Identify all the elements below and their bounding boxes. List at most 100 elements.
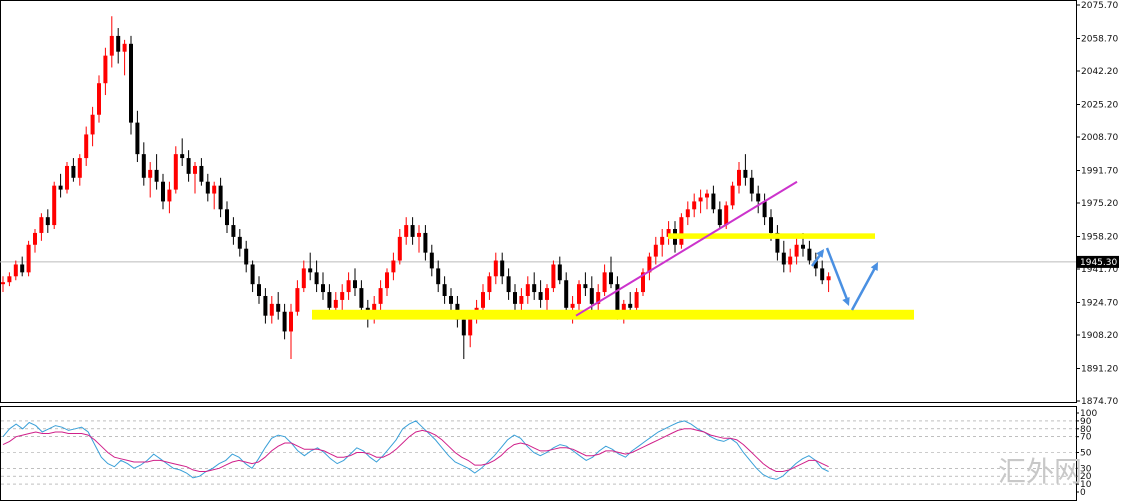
candle-body — [13, 264, 18, 277]
candle-body — [737, 169, 741, 186]
candle-body — [481, 292, 485, 308]
candle-body — [500, 260, 505, 277]
candle-body — [730, 185, 735, 206]
candle-body — [705, 193, 709, 198]
candle-body — [308, 268, 313, 273]
candle-body — [218, 185, 223, 210]
candle-body — [513, 292, 517, 304]
price-tick-label: 1975.20 — [1081, 199, 1118, 209]
candle-body — [557, 264, 562, 281]
oscillator-tick-label: 50 — [1080, 449, 1092, 459]
candle-body — [749, 177, 754, 194]
candle-body — [346, 280, 351, 293]
candle-body — [717, 209, 722, 226]
candle-body — [436, 268, 441, 285]
price-tick-label: 2075.70 — [1081, 1, 1118, 11]
candle-body — [692, 201, 697, 210]
candle-body — [570, 303, 575, 308]
candle-body — [26, 244, 31, 273]
candle-body — [826, 276, 831, 281]
candle-body — [756, 193, 761, 202]
candle-body — [487, 276, 492, 293]
candle-body — [679, 217, 684, 245]
candle-body — [449, 295, 453, 304]
oscillator-slow-line — [2, 428, 829, 472]
candle-body — [154, 169, 159, 182]
candle-body — [45, 217, 50, 226]
candle-body — [180, 154, 185, 159]
candle-body — [551, 264, 556, 289]
candle-body — [39, 217, 44, 233]
candle-body — [199, 165, 204, 182]
candle-body — [141, 154, 146, 178]
candle-body — [423, 232, 428, 253]
watermark: 汇外网 — [998, 455, 1082, 488]
candle-body — [743, 169, 748, 178]
candle-body — [58, 185, 63, 190]
candle-body — [65, 165, 69, 190]
candle-body — [84, 134, 89, 159]
price-tick-label: 1991.70 — [1081, 166, 1118, 176]
candle-body — [801, 244, 805, 249]
oscillator-tick-label: 70 — [1080, 433, 1092, 443]
price-axis: 2075.70 2058.70 2042.20 2025.20 2008.70 1991.… — [1076, 1, 1118, 407]
projection-arrow-head — [816, 249, 824, 258]
projection-arrow-head — [842, 297, 850, 306]
candle-body — [225, 209, 229, 226]
candle-body — [404, 225, 409, 237]
candle-body — [468, 315, 473, 336]
candle-body — [410, 225, 415, 237]
price-tick-label: 1958.20 — [1081, 232, 1118, 242]
candle-body — [269, 303, 274, 316]
candle-body — [532, 284, 537, 293]
candle-body — [353, 280, 357, 289]
candle-body — [493, 260, 498, 277]
candle-body — [231, 225, 236, 237]
oscillator-tick-label: 0 — [1080, 488, 1086, 498]
candle-body — [615, 284, 620, 316]
candle-body — [109, 35, 114, 56]
candle-body — [589, 288, 594, 304]
candle-body — [340, 292, 345, 300]
price-tick-label: 1891.20 — [1081, 364, 1118, 374]
candle-body — [711, 193, 716, 210]
candle-body — [295, 288, 300, 312]
candle-body — [186, 158, 191, 174]
candle-body — [628, 303, 633, 308]
oscillator-level-lines — [1, 420, 1076, 485]
candle-body — [397, 236, 402, 261]
candle-body — [641, 272, 645, 293]
candle-body — [653, 244, 658, 257]
candle-body — [609, 272, 613, 285]
current-price-text: 1945.30 — [1080, 258, 1117, 268]
candle-body — [212, 185, 217, 194]
candle-body — [122, 43, 127, 52]
price-tick-label: 2042.20 — [1081, 67, 1118, 77]
candle-body — [461, 319, 466, 336]
candle-body — [378, 288, 383, 304]
price-tick-label: 1908.20 — [1081, 331, 1118, 341]
candle-body — [263, 295, 268, 316]
candle-body — [77, 158, 82, 178]
candle-body — [71, 165, 76, 178]
candle-body — [602, 272, 607, 293]
candle-body — [781, 252, 786, 265]
candle-body — [391, 260, 396, 273]
candle-body — [666, 229, 671, 237]
candle-body — [385, 272, 389, 289]
candle-body — [282, 311, 287, 332]
price-tick-label: 1874.70 — [1081, 397, 1118, 407]
candle-body — [205, 181, 210, 194]
candle-body — [289, 311, 293, 332]
oscillator-tick-label: 80 — [1080, 425, 1092, 435]
candle-body — [148, 169, 153, 178]
support-zone-lower — [312, 309, 914, 320]
candle-body — [301, 268, 306, 289]
price-tick-label: 1924.70 — [1081, 298, 1118, 308]
candle-body — [794, 244, 799, 257]
candle-body — [193, 165, 197, 174]
candle-body — [525, 284, 530, 296]
candle-body — [20, 264, 25, 273]
